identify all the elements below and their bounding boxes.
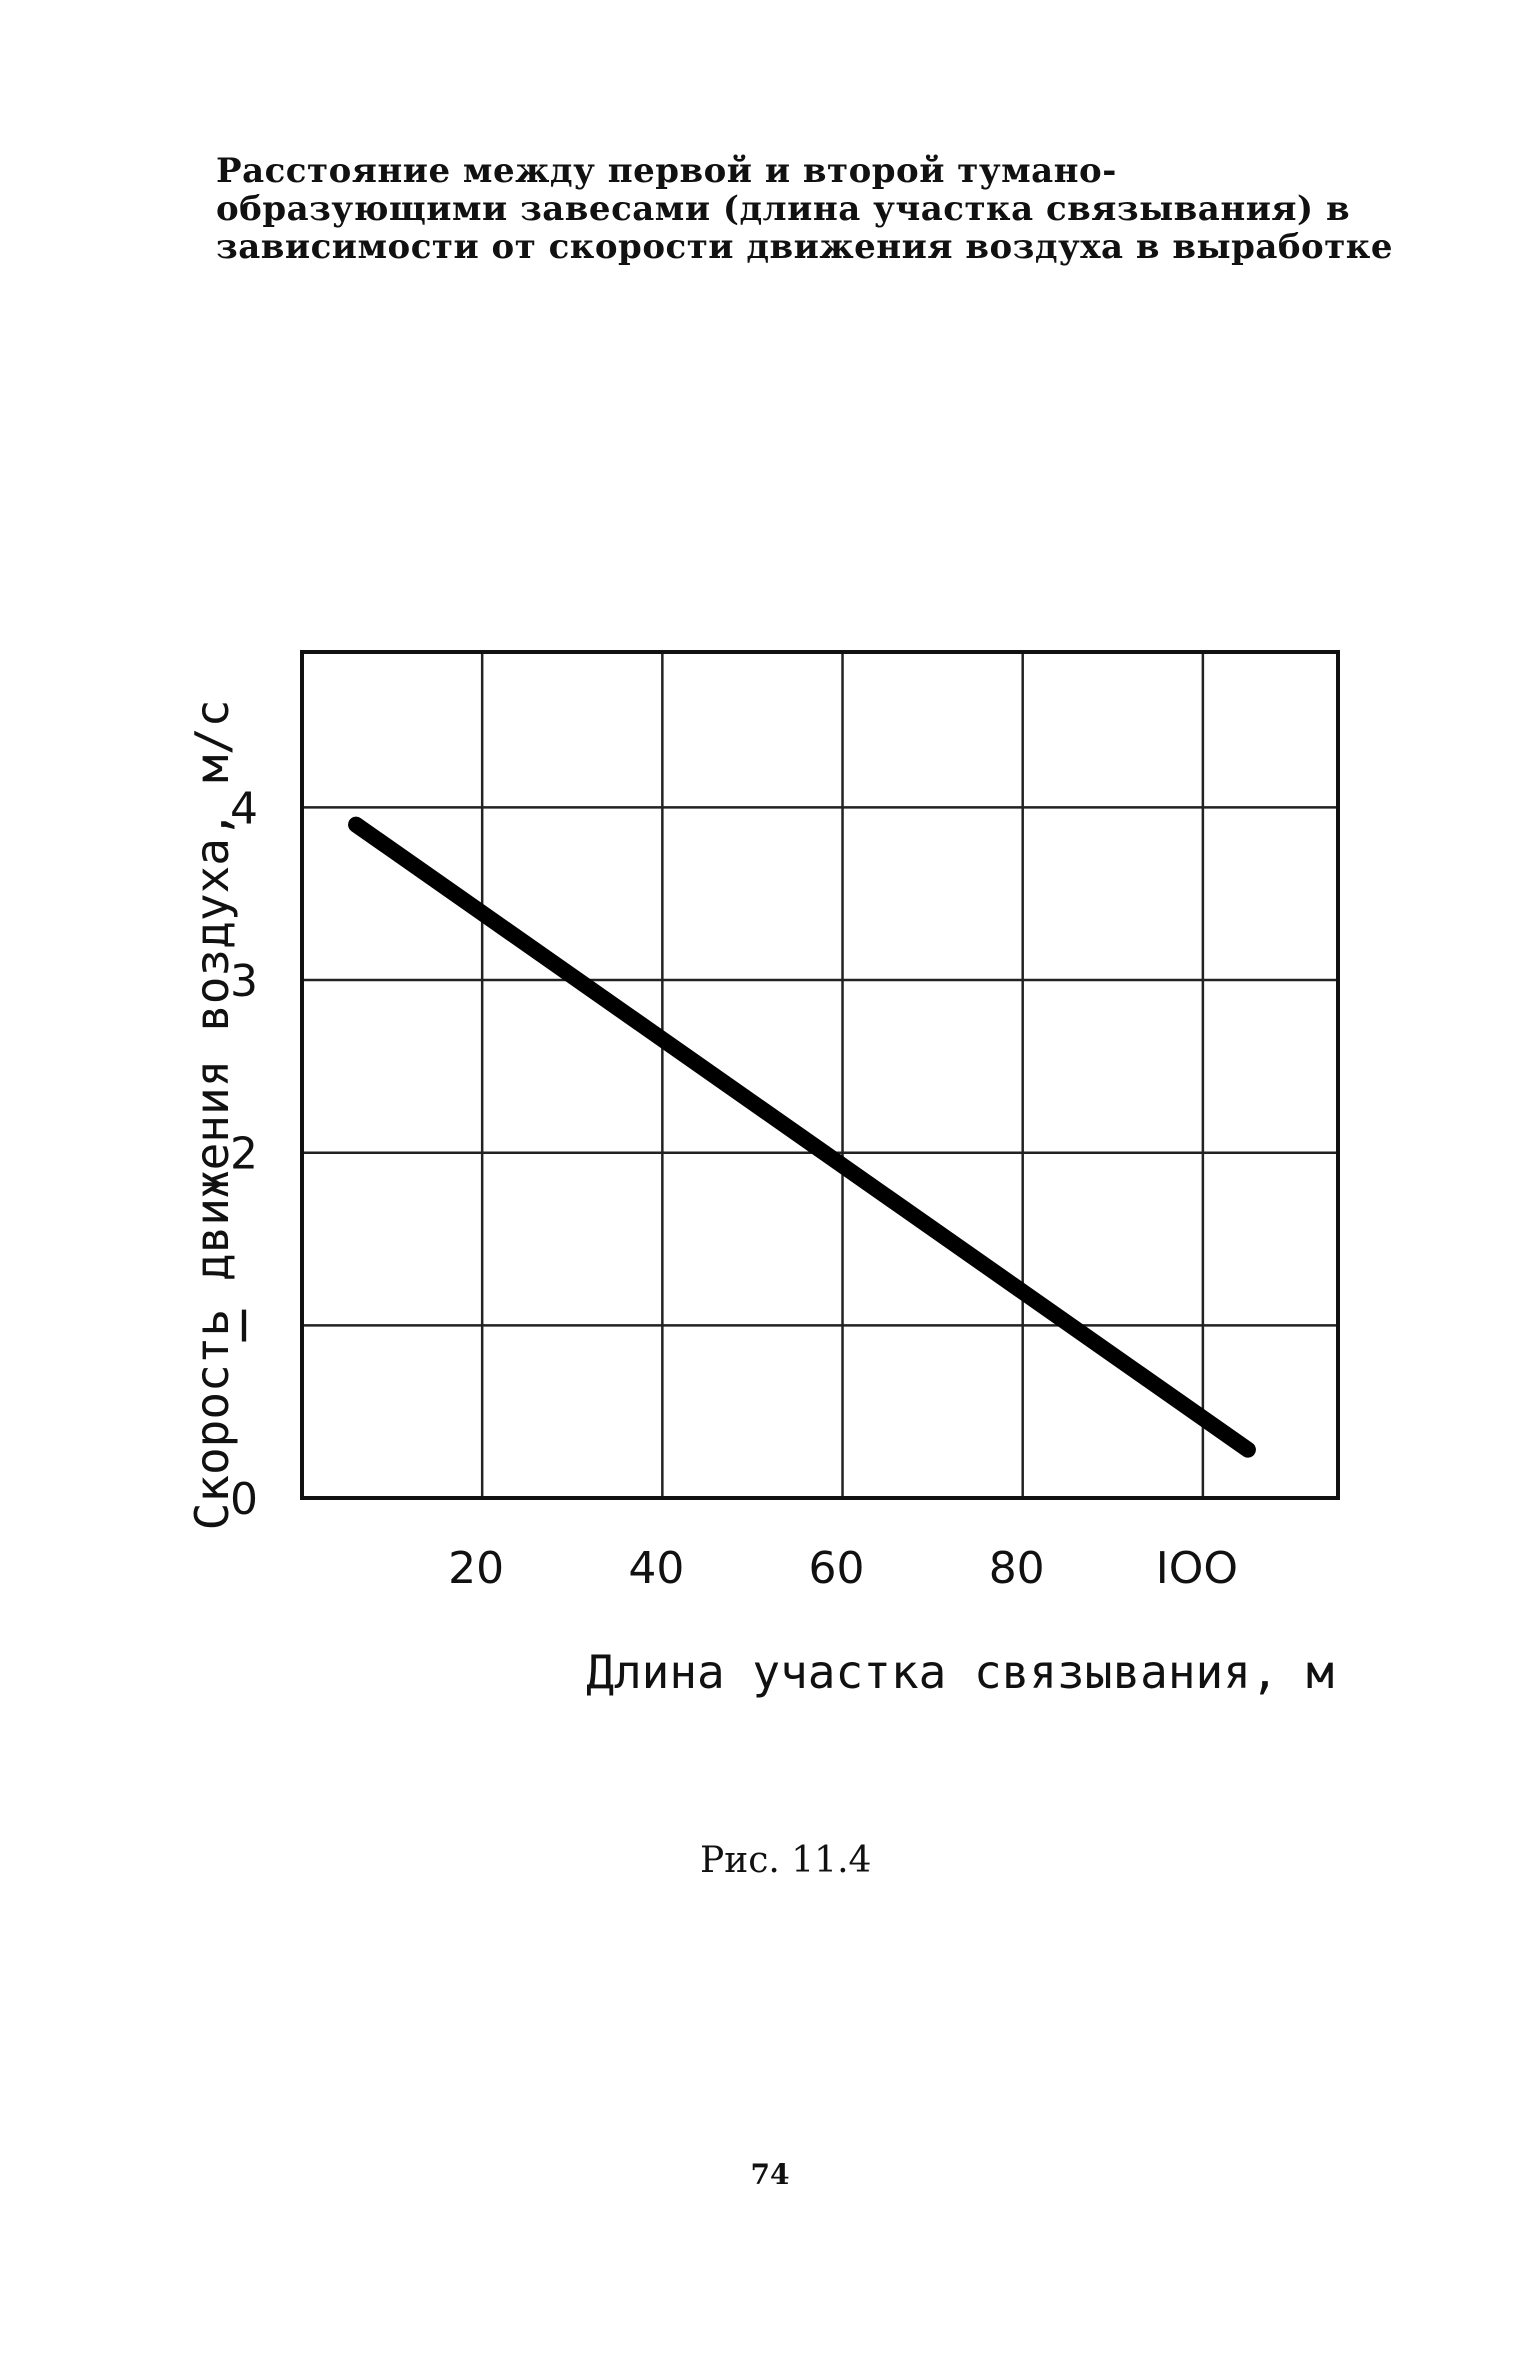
chart-series [348, 816, 1256, 1458]
x-tick-label: 80 [989, 1543, 1045, 1594]
chart-grid [302, 652, 1338, 1498]
x-tick-label: 20 [448, 1543, 504, 1594]
line-chart: 20 40 60 80 IOO 0 I 2 3 4 Длина участка связыван… [185, 650, 1340, 1699]
x-tick-label: IOO [1156, 1543, 1238, 1594]
caption-line-2: образующими завесами (длина участка связ… [216, 189, 1351, 229]
caption-line-1: Расстояние между первой и второй тумано- [216, 151, 1117, 191]
plot-frame [300, 650, 1340, 1500]
x-tick-label: 40 [628, 1543, 684, 1594]
caption-line-3: зависимости от скорости движения воздуха… [216, 227, 1393, 267]
y-tick-label: 3 [230, 956, 258, 1007]
series-line [348, 816, 1256, 1458]
figure-label: Рис. 11.4 [700, 1840, 872, 1881]
x-tick-label: 60 [809, 1543, 865, 1594]
y-tick-label: 4 [230, 783, 258, 834]
y-tick-label: 2 [230, 1129, 258, 1180]
figure-caption: Расстояние между первой и второй тумано-… [216, 151, 1393, 267]
y-axis-ticks: 0 I 2 3 4 [230, 783, 258, 1525]
x-axis-title: Длина участка связывания, м [586, 1645, 1334, 1699]
y-axis-title: Скорость движения воздуха, м/с [185, 700, 239, 1531]
y-tick-label: I [238, 1301, 251, 1352]
x-axis-ticks: 20 40 60 80 IOO [448, 1543, 1238, 1594]
page-number: 74 [750, 2158, 790, 2191]
y-tick-label: 0 [230, 1474, 258, 1525]
